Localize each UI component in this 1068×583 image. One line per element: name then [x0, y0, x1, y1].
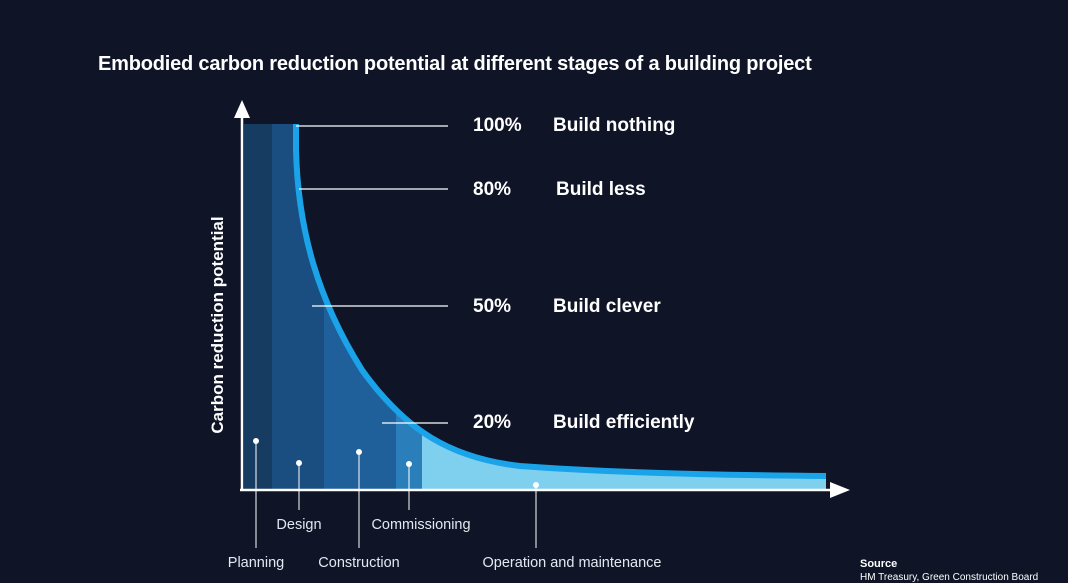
y-axis-label: Carbon reduction potential [208, 216, 227, 434]
stage-label-commissioning: Commissioning [371, 517, 471, 533]
level-pct-50: 50% [473, 296, 512, 317]
level-label-build-clever: Build clever [553, 296, 661, 317]
level-label-build-less: Build less [556, 179, 646, 200]
level-pct-20: 20% [473, 412, 512, 433]
source-title: Source [860, 558, 898, 570]
stage-marker-dot-planning [253, 438, 259, 444]
stage-label-construction: Construction [318, 555, 400, 571]
stage-marker-dot-design [296, 460, 302, 466]
level-pct-80: 80% [473, 179, 512, 200]
stage-label-design: Design [276, 517, 322, 533]
stage-marker-dot-operation-and-maintenance [533, 482, 539, 488]
level-label-build-nothing: Build nothing [553, 115, 676, 136]
chart-title: Embodied carbon reduction potential at d… [98, 53, 812, 75]
stage-band-commissioning [396, 124, 422, 490]
stage-band-planning [244, 124, 272, 490]
stage-label-planning: Planning [227, 555, 285, 571]
y-axis-arrow [234, 100, 250, 118]
level-label-build-efficiently: Build efficiently [553, 412, 695, 433]
reduction-curve [293, 124, 827, 479]
stage-bands [244, 124, 826, 490]
stage-marker-dot-construction [356, 449, 362, 455]
stage-label-operation-and-maintenance: Operation and maintenance [482, 555, 662, 571]
stage-band-construction [324, 124, 396, 490]
x-axis-arrow [830, 482, 850, 498]
stage-marker-dot-commissioning [406, 461, 412, 467]
source-text: HM Treasury, Green Construction Board [860, 572, 1039, 583]
level-pct-100: 100% [473, 115, 522, 136]
